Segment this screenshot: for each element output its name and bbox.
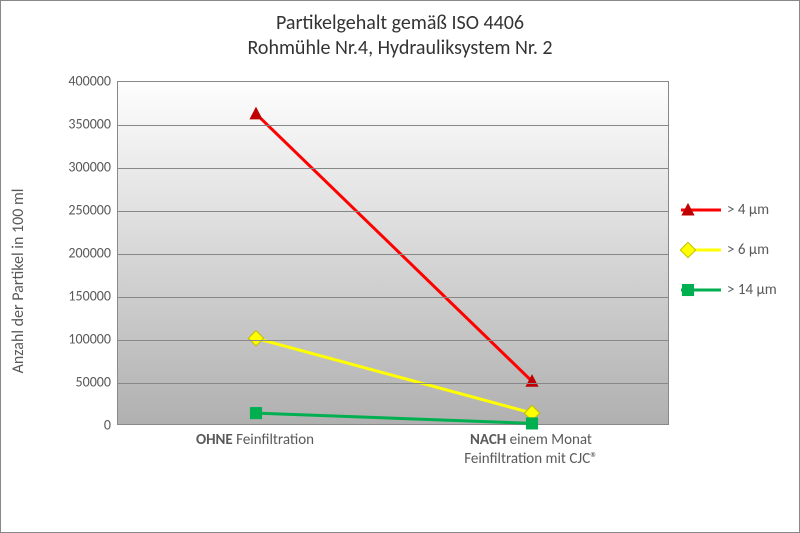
series-marker <box>249 107 262 120</box>
legend-item: > 6 µm <box>681 241 791 259</box>
gridline <box>118 254 668 255</box>
y-tick-label: 300000 <box>51 159 111 176</box>
series-marker <box>250 407 262 419</box>
legend: > 4 µm > 6 µm > 14 µm <box>681 201 791 321</box>
x-category-label: OHNE Feinfiltration <box>135 431 375 450</box>
plot-svg <box>118 82 668 424</box>
legend-swatch <box>681 283 721 297</box>
gridline <box>118 340 668 341</box>
series-marker <box>248 331 263 346</box>
legend-label: > 4 µm <box>727 201 769 219</box>
legend-label: > 14 µm <box>727 281 777 299</box>
gridline <box>118 125 668 126</box>
series-marker <box>526 417 538 429</box>
x-category-label: NACH einem MonatFeinfiltration mit CJC® <box>411 431 651 469</box>
chart-container: Partikelgehalt gemäß ISO 4406 Rohmühle N… <box>0 0 800 533</box>
legend-swatch <box>681 203 721 217</box>
legend-item: > 4 µm <box>681 201 791 219</box>
title-line-2: Rohmühle Nr.4, Hydrauliksystem Nr. 2 <box>247 36 552 60</box>
legend-item: > 14 µm <box>681 281 791 299</box>
y-tick-label: 100000 <box>51 331 111 348</box>
series-line <box>256 413 532 423</box>
y-tick-label: 50000 <box>51 374 111 391</box>
gridline <box>118 383 668 384</box>
y-tick-label: 200000 <box>51 245 111 262</box>
plot-area <box>117 81 669 425</box>
legend-swatch <box>681 243 721 257</box>
series-line <box>256 338 532 413</box>
y-tick-label: 150000 <box>51 288 111 305</box>
y-tick-label: 250000 <box>51 202 111 219</box>
y-tick-label: 400000 <box>51 73 111 90</box>
title-line-1: Partikelgehalt gemäß ISO 4406 <box>276 11 524 35</box>
y-axis-label: Anzahl der Partikel in 100 ml <box>9 81 29 481</box>
plot-wrap: 0 50000 100000 150000 200000 250000 300000 3500… <box>49 81 669 481</box>
gridline <box>118 211 668 212</box>
gridline <box>118 168 668 169</box>
y-tick-label: 0 <box>51 417 111 434</box>
series-line <box>256 114 532 381</box>
gridline <box>118 297 668 298</box>
chart-title: Partikelgehalt gemäß ISO 4406 Rohmühle N… <box>1 1 799 61</box>
y-tick-label: 350000 <box>51 116 111 133</box>
legend-label: > 6 µm <box>727 241 769 259</box>
